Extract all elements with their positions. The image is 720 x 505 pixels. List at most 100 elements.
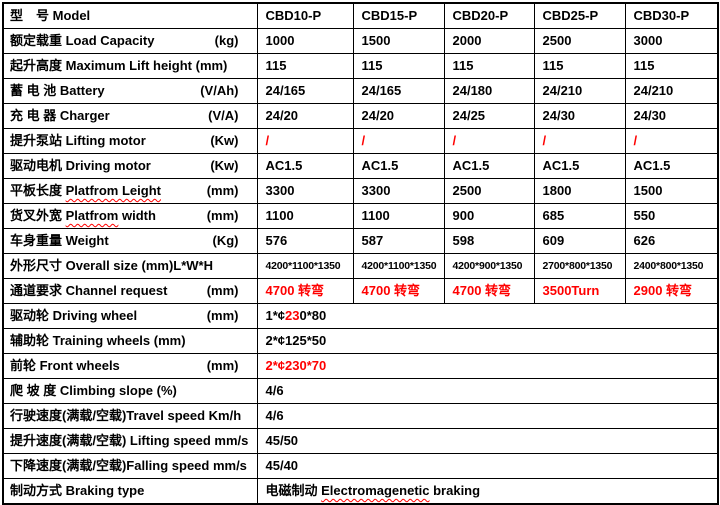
spec-value-cell: 4200*1100*1350	[256, 253, 354, 279]
spec-value-cell: 1500	[352, 28, 445, 54]
spec-value-cell: CBD25-P	[533, 2, 626, 29]
spec-value-cell: AC1.5	[533, 153, 626, 179]
spec-label: 额定载重 Load Capacity	[10, 33, 155, 48]
spec-value-cell: 115	[352, 53, 445, 79]
spec-label-cell: 额定载重 Load Capacity (kg)	[2, 28, 258, 54]
table-row: 型 号 Model CBD10-P CBD15-P CBD20-P CBD25-P CBD…	[2, 2, 719, 29]
table-row: 制动方式 Braking type 电磁制动 Electromagenetic b…	[2, 478, 719, 505]
table-row: 外形尺寸 Overall size (mm)L*W*H 4200*1100*135…	[2, 253, 719, 279]
spec-value-cell: 3300	[256, 178, 354, 204]
table-row: 车身重量 Weight (Kg) 576 587 598 609 626	[2, 228, 719, 254]
spec-value-cell: 598	[443, 228, 535, 254]
spec-value-cell: 3500Turn	[533, 278, 626, 304]
spec-value-cell: AC1.5	[443, 153, 535, 179]
misspelled-word: Platfrom	[65, 208, 119, 223]
spec-value-cell: CBD10-P	[256, 2, 354, 29]
spec-value-cell: 685	[533, 203, 626, 229]
spec-value-cell: 3000	[624, 28, 719, 54]
table-row: 充 电 器 Charger (V/A) 24/20 24/20 24/25 24/30 24…	[2, 103, 719, 129]
highlighted-value-part: 23	[285, 308, 300, 323]
spec-value-cell: 24/165	[352, 78, 445, 104]
table-row: 提升速度(满载/空载) Lifting speed mm/s 45/50	[2, 428, 719, 454]
spec-label-cell: 蓄 电 池 Battery (V/Ah)	[2, 78, 258, 104]
spec-value-cell: 900	[443, 203, 535, 229]
misspelled-word: Platfrom Leight	[65, 183, 161, 198]
spec-label: 型 号 Model	[10, 8, 91, 23]
spec-unit: (V/Ah)	[200, 83, 239, 98]
spec-value-cell: CBD30-P	[624, 2, 719, 29]
spec-value-cell: AC1.5	[256, 153, 354, 179]
spec-unit: (Kg)	[212, 233, 239, 248]
spec-value-cell: 4200*900*1350	[443, 253, 535, 279]
spec-label: 通道要求 Channel request	[10, 283, 168, 298]
misspelled-word: Electromagenetic	[321, 483, 430, 498]
table-row: 通道要求 Channel request (mm) 4700 转弯 4700 转弯 47…	[2, 278, 719, 304]
spec-label-cell: 下降速度(满载/空载)Falling speed mm/s	[2, 453, 258, 479]
spec-value-cell: 24/180	[443, 78, 535, 104]
spec-label: 货叉外宽 Platfrom width	[10, 208, 156, 223]
spec-value-cell: /	[443, 128, 535, 154]
spec-label-cell: 型 号 Model	[2, 2, 258, 29]
spec-value-cell: 4700 转弯	[256, 278, 354, 304]
spec-label: 外形尺寸 Overall size (mm)L*W*H	[10, 258, 213, 273]
spec-label: 前轮 Front wheels	[10, 358, 120, 373]
spec-unit: (mm)	[206, 183, 239, 198]
table-row: 蓄 电 池 Battery (V/Ah) 24/165 24/165 24/180 24/…	[2, 78, 719, 104]
spec-label: 起升高度 Maximum Lift height (mm)	[10, 58, 228, 73]
spec-value-cell: 576	[256, 228, 354, 254]
spec-label: 平板长度 Platfrom Leight	[10, 183, 161, 198]
spec-value-cell: CBD20-P	[443, 2, 535, 29]
spec-value-cell: 1100	[352, 203, 445, 229]
spec-value-cell: 45/50	[256, 428, 719, 454]
spec-label-cell: 外形尺寸 Overall size (mm)L*W*H	[2, 253, 258, 279]
spec-value-cell: 2*¢230*70	[256, 353, 719, 379]
table-row: 货叉外宽 Platfrom width (mm) 1100 1100 900 685 550	[2, 203, 719, 229]
spec-label-cell: 通道要求 Channel request (mm)	[2, 278, 258, 304]
spec-value-cell: AC1.5	[624, 153, 719, 179]
spec-label: 爬 坡 度 Climbing slope (%)	[10, 383, 177, 398]
spec-value-cell: /	[256, 128, 354, 154]
spec-value-cell: CBD15-P	[352, 2, 445, 29]
spec-label: 提升泵站 Lifting motor	[10, 133, 146, 148]
spec-label: 车身重量 Weight	[10, 233, 109, 248]
spec-label-cell: 爬 坡 度 Climbing slope (%)	[2, 378, 258, 404]
spec-unit: (mm)	[206, 358, 239, 373]
spec-label-cell: 驱动轮 Driving wheel (mm)	[2, 303, 258, 329]
spec-value-cell: 2400*800*1350	[624, 253, 719, 279]
spec-label: 行驶速度(满载/空载)Travel speed Km/h	[10, 408, 242, 423]
spec-label: 驱动电机 Driving motor	[10, 158, 151, 173]
spec-value-cell: 550	[624, 203, 719, 229]
spec-label-cell: 提升速度(满载/空载) Lifting speed mm/s	[2, 428, 258, 454]
spec-value-cell: 4/6	[256, 403, 719, 429]
spec-label: 蓄 电 池 Battery	[10, 83, 105, 98]
spec-value-cell: 2900 转弯	[624, 278, 719, 304]
spec-label-cell: 前轮 Front wheels (mm)	[2, 353, 258, 379]
spec-value-cell: 24/210	[624, 78, 719, 104]
table-row: 额定载重 Load Capacity (kg) 1000 1500 2000 2500 30…	[2, 28, 719, 54]
spec-value-cell: 2000	[443, 28, 535, 54]
table-row: 平板长度 Platfrom Leight (mm) 3300 3300 2500 1800…	[2, 178, 719, 204]
spec-value-cell: 2500	[533, 28, 626, 54]
spec-value-cell: 587	[352, 228, 445, 254]
spec-value-cell: 4700 转弯	[352, 278, 445, 304]
spec-label: 下降速度(满载/空载)Falling speed mm/s	[10, 458, 247, 473]
spec-label: 充 电 器 Charger	[10, 108, 110, 123]
spec-unit: (mm)	[206, 283, 239, 298]
table-row: 下降速度(满载/空载)Falling speed mm/s 45/40	[2, 453, 719, 479]
spec-label: 提升速度(满载/空载) Lifting speed mm/s	[10, 433, 249, 448]
spec-label-cell: 起升高度 Maximum Lift height (mm)	[2, 53, 258, 79]
spec-value-cell: 115	[256, 53, 354, 79]
spec-label-cell: 货叉外宽 Platfrom width (mm)	[2, 203, 258, 229]
spec-value-cell: 115	[443, 53, 535, 79]
table-row: 驱动轮 Driving wheel (mm) 1*¢230*80	[2, 303, 719, 329]
spec-value-cell: AC1.5	[352, 153, 445, 179]
spec-value-cell: 24/25	[443, 103, 535, 129]
spec-value-cell: 4200*1100*1350	[352, 253, 445, 279]
spec-label-cell: 提升泵站 Lifting motor (Kw)	[2, 128, 258, 154]
table-row: 辅助轮 Training wheels (mm) 2*¢125*50	[2, 328, 719, 354]
spec-label-cell: 行驶速度(满载/空载)Travel speed Km/h	[2, 403, 258, 429]
spec-value-cell: 24/165	[256, 78, 354, 104]
spec-label-cell: 制动方式 Braking type	[2, 478, 258, 505]
